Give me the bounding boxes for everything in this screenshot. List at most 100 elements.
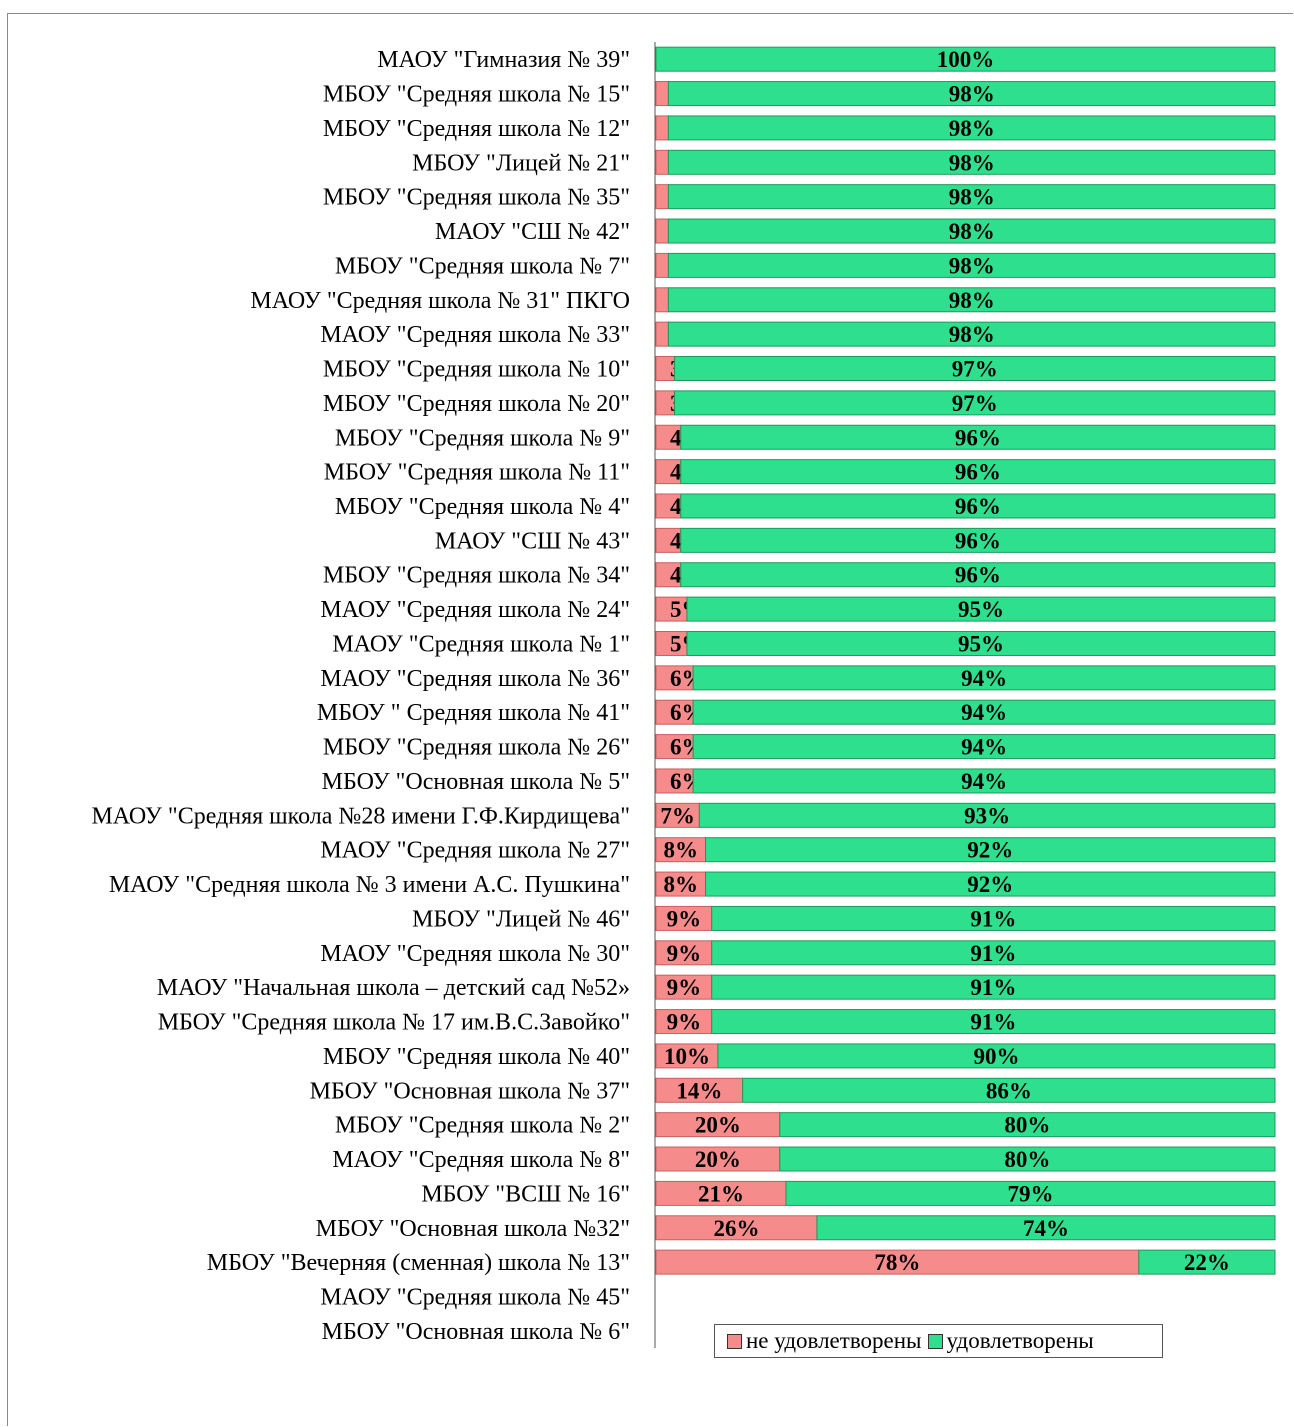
category-label: МАОУ "Средняя школа № 31" ПКГО <box>250 288 630 314</box>
data-label-satisfied: 96% <box>955 494 1001 519</box>
bar-not-satisfied <box>655 940 713 966</box>
category-label: МАОУ "Средняя школа № 33" <box>320 322 630 348</box>
category-label: МБОУ "Лицей № 21" <box>412 150 630 176</box>
category-label: МБОУ "Средняя школа № 34" <box>323 563 630 589</box>
category-label: МБОУ "Средняя школа № 10" <box>323 357 630 383</box>
data-label-not-satisfied: 14% <box>676 1078 722 1103</box>
data-label-satisfied: 98% <box>949 288 995 313</box>
data-label-not-satisfied: 8% <box>664 872 699 897</box>
bar-not-satisfied <box>655 562 682 588</box>
category-label: МБОУ "Средняя школа № 15" <box>323 82 630 108</box>
bar-satisfied <box>667 115 1276 141</box>
data-label-satisfied: 98% <box>949 185 995 210</box>
data-label-satisfied: 96% <box>955 425 1001 450</box>
category-label: МБОУ "Средняя школа № 40" <box>323 1044 630 1070</box>
bar-not-satisfied <box>655 1112 781 1138</box>
data-label-satisfied: 96% <box>955 528 1001 553</box>
data-label-satisfied: 98% <box>949 116 995 141</box>
bar-not-satisfied <box>655 734 694 760</box>
data-label-satisfied: 22% <box>1184 1250 1230 1275</box>
legend: не удовлетворены удовлетворены <box>714 1324 1163 1358</box>
bar-satisfied <box>692 768 1276 794</box>
data-label-satisfied: 80% <box>1004 1113 1050 1138</box>
data-label-satisfied: 98% <box>949 253 995 278</box>
legend-label-not-satisfied: не удовлетворены <box>746 1328 922 1353</box>
data-label-not-satisfied: 9% <box>667 906 702 931</box>
bar-not-satisfied <box>655 218 669 244</box>
chart-frame <box>7 13 1293 1426</box>
bar-satisfied <box>667 252 1276 278</box>
legend-label-satisfied: удовлетворены <box>946 1328 1094 1353</box>
bar-not-satisfied <box>655 184 669 210</box>
data-label-satisfied: 94% <box>961 769 1007 794</box>
category-label: МБОУ "Средняя школа № 26" <box>323 735 630 761</box>
bar-satisfied <box>667 149 1276 175</box>
bar-satisfied <box>779 1112 1276 1138</box>
bar-not-satisfied <box>655 1009 713 1035</box>
legend-item-satisfied: удовлетворены <box>927 1328 1094 1354</box>
category-label: МБОУ "Вечерняя (сменная) школа № 13" <box>207 1250 630 1276</box>
bar-not-satisfied <box>655 1215 818 1241</box>
category-label: МАОУ "Начальная школа – детский сад №52» <box>157 975 630 1001</box>
category-label: МБОУ "Лицей № 46" <box>412 906 630 932</box>
bar-not-satisfied <box>655 1249 1140 1275</box>
bar-satisfied <box>667 321 1276 347</box>
data-label-satisfied: 96% <box>955 460 1001 485</box>
data-label-satisfied: 97% <box>952 391 998 416</box>
legend-swatch-not-satisfied <box>727 1333 742 1349</box>
bar-not-satisfied <box>655 974 713 1000</box>
data-label-satisfied: 86% <box>986 1078 1032 1103</box>
data-label-not-satisfied: 21% <box>698 1181 744 1206</box>
data-label-satisfied: 91% <box>970 941 1016 966</box>
data-label-satisfied: 93% <box>964 803 1010 828</box>
data-label-satisfied: 90% <box>973 1044 1019 1069</box>
bar-satisfied <box>692 734 1276 760</box>
bar-satisfied <box>667 287 1276 313</box>
bar-satisfied <box>667 81 1276 107</box>
category-label: МБОУ "Средняя школа № 17 им.В.С.Завойко" <box>158 1010 630 1036</box>
bar-satisfied <box>667 184 1276 210</box>
category-label: МБОУ "Средняя школа № 11" <box>324 460 630 486</box>
category-label: МАОУ "Средняя школа № 24" <box>320 597 630 623</box>
category-label: МАОУ "СШ № 42" <box>435 219 630 245</box>
bar-satisfied <box>692 699 1276 725</box>
bar-not-satisfied <box>655 905 713 931</box>
data-label-not-satisfied: 20% <box>695 1147 741 1172</box>
data-label-satisfied: 98% <box>949 322 995 347</box>
data-label-not-satisfied: 26% <box>713 1216 759 1241</box>
bar-satisfied <box>705 871 1276 897</box>
data-label-not-satisfied: 9% <box>667 1010 702 1035</box>
bar-not-satisfied <box>655 802 700 828</box>
category-label: МАОУ "Средняя школа № 36" <box>320 666 630 692</box>
bar-not-satisfied <box>655 871 707 897</box>
bar-not-satisfied <box>655 81 669 107</box>
bar-satisfied <box>779 1146 1276 1172</box>
data-label-satisfied: 100% <box>937 47 995 72</box>
category-label: МБОУ "Средняя школа № 7" <box>335 253 630 279</box>
bar-not-satisfied <box>655 1146 781 1172</box>
data-label-satisfied: 98% <box>949 82 995 107</box>
category-label: МБОУ "Основная школа № 37" <box>310 1078 630 1104</box>
category-label: МБОУ "Средняя школа № 35" <box>323 185 630 211</box>
category-label: МАОУ "Средняя школа № 45" <box>320 1285 630 1311</box>
legend-swatch-satisfied <box>927 1333 943 1349</box>
category-label: МБОУ "ВСШ № 16" <box>421 1181 630 1207</box>
category-label: МАОУ "Средняя школа № 30" <box>320 941 630 967</box>
data-label-not-satisfied: 8% <box>664 838 699 863</box>
bar-satisfied <box>742 1077 1276 1103</box>
bar-satisfied <box>680 527 1276 553</box>
category-label: МБОУ "Средняя школа № 4" <box>335 494 630 520</box>
data-label-satisfied: 91% <box>970 906 1016 931</box>
category-label: МАОУ "Средняя школа № 3 имени А.С. Пушки… <box>109 872 630 898</box>
data-label-satisfied: 94% <box>961 666 1007 691</box>
bar-not-satisfied <box>655 252 669 278</box>
category-label: МБОУ "Основная школа №32" <box>316 1216 630 1242</box>
bar-satisfied <box>711 1009 1276 1035</box>
data-label-not-satisfied: 78% <box>874 1250 920 1275</box>
bar-satisfied <box>667 218 1276 244</box>
legend-item-not-satisfied: не удовлетворены <box>727 1328 922 1354</box>
bar-not-satisfied <box>655 665 694 691</box>
data-label-satisfied: 96% <box>955 563 1001 588</box>
category-label: МБОУ "Основная школа № 6" <box>322 1319 630 1345</box>
